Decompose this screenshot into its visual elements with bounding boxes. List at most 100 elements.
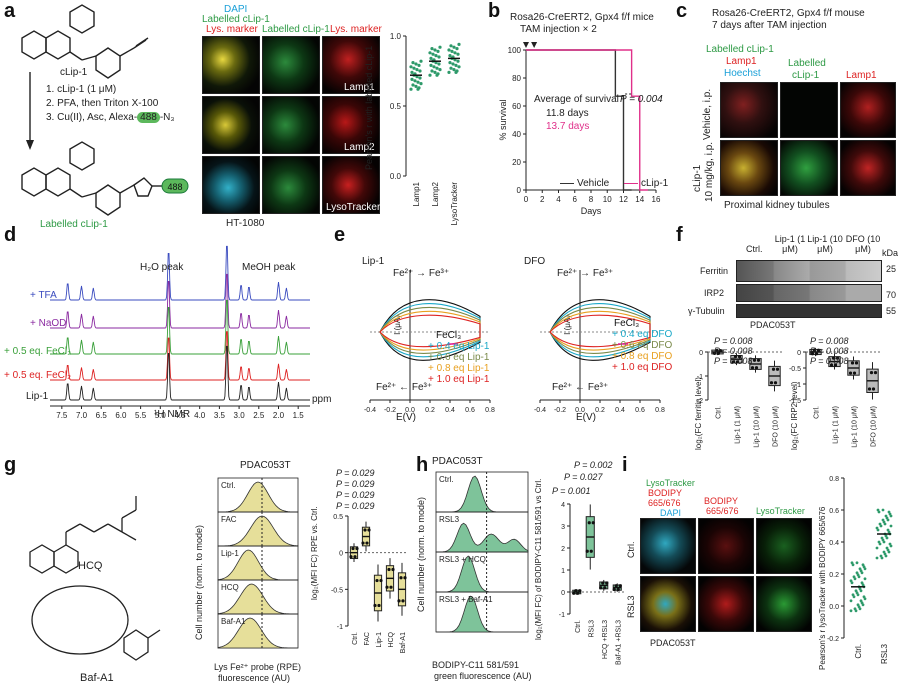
h-p3: P = 0.001 [552, 486, 591, 496]
panel-g-structures [29, 496, 161, 661]
i-ytick-label: 0.0 [829, 604, 839, 611]
f-mw-70: 70 [886, 290, 897, 300]
f-p6: P = 0.008 [810, 356, 849, 366]
a-dot [449, 44, 453, 48]
f-col-ctrl: Ctrl. [746, 244, 763, 254]
a-ytick-label: 0.0 [390, 172, 402, 181]
f-ferritin-xlabel: Lip-1 (10 μM) [754, 406, 761, 448]
i-dot [883, 522, 887, 526]
f-irp2-point [816, 348, 821, 352]
i-dot [852, 595, 856, 599]
f-ferritin-point [735, 360, 740, 364]
h-hist-ylabel: Cell number (norm. to mode) [416, 496, 426, 612]
panel-i-chart: -0.2 0.0 0.2 0.4 0.6 0.8 Ctrl. RSL3 [827, 476, 893, 664]
f-kda: kDa [882, 248, 899, 258]
i-ytick-label: 0.2 [829, 572, 839, 579]
e-right-fe-fwd: Fe²⁺ → Fe³⁺ [557, 268, 614, 279]
g-row-label: FAC [221, 515, 237, 524]
i-col1-l1: LysoTracker [646, 478, 695, 488]
a-dot [454, 63, 458, 67]
a-header-dapi: DAPI [224, 4, 248, 15]
i-row-rsl3: RSL3 [626, 595, 636, 618]
e-ylabel: I (μA) [563, 315, 572, 335]
e-xtick-label: 0.8 [485, 407, 495, 414]
h-box-point [576, 591, 580, 595]
a-dot [448, 61, 452, 65]
e-left-leg-2: + 0.6 eq Lip-1 [428, 352, 490, 363]
g-box-point [363, 528, 367, 532]
g-box-point [397, 599, 401, 603]
d-xtick-label: 7.5 [56, 411, 68, 420]
f-p4: P = 0.008 [810, 336, 849, 346]
g-box-point [399, 576, 403, 580]
a-dot [452, 68, 456, 72]
f-irp2-point [810, 352, 815, 356]
i-dot [875, 556, 879, 560]
g-box-xlabel: HCQ [388, 631, 395, 647]
e-left-leg-1: + 0.4 eq Lip-1 [428, 341, 490, 352]
b-xtick-label: 14 [635, 195, 644, 204]
c-row2-l2: 10 mg/kg, i.p. [704, 141, 715, 202]
i-dot [889, 524, 893, 528]
h-box-xlabel: RSL3 [588, 620, 595, 638]
a-img-merge-2 [202, 96, 260, 154]
panel-b-chart: 0 20 40 60 80 100 0 2 4 6 8 10 12 14 16 Days % survival [498, 42, 661, 216]
g-box-point [361, 541, 365, 545]
b-xtick-label: 0 [524, 195, 529, 204]
f-irp2-point [812, 348, 817, 352]
tag-488: 488 [167, 182, 182, 192]
h-box-xlabel: HCQ +RSL3 [602, 620, 609, 659]
f-ferritin-xlabel: Lip-1 (1 μM) [735, 406, 742, 444]
b-series-1 [526, 49, 648, 191]
g-xlabel-1: Lys Fe²⁺ probe (RPE) [214, 662, 301, 672]
a-img-red-1 [322, 36, 380, 94]
i-xlabel: RSL3 [880, 643, 889, 664]
h-box-xlabel: Ctrl. [575, 620, 582, 633]
e-right-title: DFO [524, 256, 546, 267]
i-img-red-1 [698, 518, 754, 574]
a-dot [416, 87, 420, 91]
h-row-label: RSL3 + HCQ [439, 555, 486, 564]
step-3: 3. Cu(II), Asc, Alexa- 488 -N₃ [46, 112, 175, 123]
a-dot [449, 66, 453, 70]
a-dot [455, 47, 459, 51]
i-dot [854, 609, 858, 613]
d-xtick-label: 6.5 [96, 411, 108, 420]
a-dot [418, 69, 422, 73]
a-dot [433, 48, 437, 52]
f-ferritin-point [712, 351, 717, 355]
h-box-point [601, 581, 605, 585]
a-dot [409, 87, 413, 91]
f-ferritin-ytick-label: 0 [699, 350, 703, 357]
a-xlabel: Lamp1 [412, 181, 421, 206]
g-p1: P = 0.029 [336, 468, 375, 478]
c-img-merge-2 [720, 140, 778, 196]
e-left-xlabel: E(V) [396, 412, 416, 423]
a-xlabel: LysoTracker [450, 182, 459, 226]
f-ferritin-point [756, 358, 761, 362]
f-irp2-ytick-label: -0.5 [789, 366, 801, 373]
e-xtick-label: 0.2 [595, 407, 605, 414]
b-legend-clip: cLip-1 [624, 178, 668, 189]
h-box-point [614, 584, 618, 588]
labelled-clip1-name: Labelled cLip-1 [40, 219, 108, 230]
a-xlabel: Lamp2 [431, 181, 440, 206]
f-ferritin-point [775, 367, 780, 371]
i-col2-l2: 665/676 [706, 506, 739, 516]
i-dot [878, 542, 882, 546]
h-box-point [612, 587, 616, 592]
a-dot [436, 49, 440, 53]
f-irp2-point [848, 371, 853, 375]
e-left-leg-3: + 0.8 eq Lip-1 [428, 363, 490, 374]
d-xtick-label: 4.5 [174, 411, 186, 420]
a-dot [413, 79, 417, 83]
a-dot [434, 54, 438, 58]
i-dot [857, 575, 861, 579]
d-xtick-label: 5.5 [135, 411, 147, 420]
g-box-point [377, 603, 381, 608]
e-xtick-label: 0.4 [445, 407, 455, 414]
g-box-point [367, 528, 371, 532]
h-box-ytick-label: 0 [561, 590, 565, 597]
i-dot [885, 536, 889, 540]
i-col1-l3: 665/676 [648, 498, 681, 508]
